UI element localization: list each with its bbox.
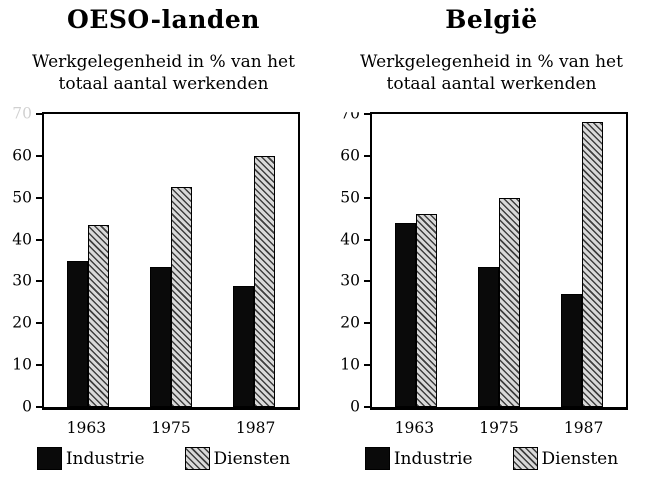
x-axis-label-1987: 1987 [563, 419, 604, 437]
y-axis-tick-label: 40 [340, 230, 360, 249]
y-axis-tick-label: 70 [12, 104, 32, 123]
y-axis-tick-mark [364, 280, 370, 283]
bar-industrie-1987 [233, 285, 255, 407]
y-axis-tick-label: 10 [12, 355, 32, 374]
y-axis-tick-label: 0 [22, 397, 32, 416]
chart-panel-oeso-landen: OESO-landen Werkgelegenheid in % van het… [0, 0, 327, 489]
bar-diensten-1963 [415, 214, 437, 407]
chart-subtitle: Werkgelegenheid in % van het totaal aant… [328, 51, 655, 95]
legend-label-diensten: Diensten [541, 448, 619, 469]
chart-subtitle-line-1: Werkgelegenheid in % van het [360, 52, 623, 72]
plot-area: 0 10 20 30 40 50 60 70 1963 1975 1987 Industrie Dien… [12, 106, 300, 470]
y-axis-tick-mark [36, 154, 42, 157]
legend-entry-diensten: Diensten [512, 447, 619, 470]
y-axis-tick-mark [364, 196, 370, 199]
y-axis-tick-mark [36, 406, 42, 408]
y-axis-tick-mark [364, 238, 370, 241]
chart-title: OESO-landen [67, 5, 260, 34]
y-axis-tick-label: 0 [350, 397, 360, 416]
legend-swatch-black [36, 447, 62, 470]
bar-group-1975 [478, 114, 520, 407]
y-axis-tick-mark [36, 280, 42, 283]
x-axis-label-1975: 1975 [151, 419, 191, 437]
y-axis-tick-label: 10 [340, 355, 360, 374]
bar-diensten-1975 [499, 197, 520, 407]
y-axis-tick-mark [36, 364, 42, 367]
bar-diensten-1987 [254, 155, 275, 407]
bar-diensten-1963 [87, 224, 109, 407]
bar-industrie-1975 [478, 266, 499, 407]
y-axis-tick-label: 30 [340, 271, 360, 290]
chart-subtitle-line-2: totaal aantal werkenden [58, 74, 269, 94]
legend-label-industrie: Industrie [393, 448, 473, 469]
x-axis: 1963 1975 1987 [42, 419, 300, 437]
y-axis-tick-mark [36, 113, 42, 115]
y-axis-tick-mark [36, 322, 42, 325]
bar-group-1963 [395, 114, 437, 407]
y-axis-tick-label: 40 [12, 230, 32, 249]
y-axis-tick-mark [364, 406, 370, 408]
y-axis-tick-mark [364, 113, 370, 115]
y-axis-tick-mark [36, 238, 42, 241]
legend-label-diensten: Diensten [213, 448, 291, 469]
chart-title: België [445, 5, 538, 34]
plot-frame [42, 112, 300, 410]
bar-group-1975 [150, 114, 192, 407]
y-axis-tick-mark [364, 322, 370, 325]
x-axis-label-1963: 1963 [66, 419, 107, 437]
x-axis: 1963 1975 1987 [370, 419, 628, 437]
legend-swatch-hatch [184, 447, 210, 470]
legend-swatch-black [364, 447, 390, 470]
bar-diensten-1975 [171, 187, 192, 407]
legend-label-industrie: Industrie [65, 448, 145, 469]
chart-subtitle-line-2: totaal aantal werkenden [386, 74, 597, 94]
x-axis-label-1963: 1963 [394, 419, 435, 437]
y-axis-tick-label: 50 [340, 188, 360, 207]
bar-diensten-1987 [582, 122, 603, 407]
y-axis-tick-label: 60 [340, 146, 360, 165]
bar-industrie-1975 [150, 266, 171, 407]
bar-industrie-1963 [395, 222, 416, 407]
legend-entry-industrie: Industrie [36, 447, 145, 470]
bar-group-1963 [67, 114, 109, 407]
legend: Industrie Diensten [328, 447, 655, 470]
y-axis-tick-mark [36, 196, 42, 199]
y-axis-tick-label: 20 [12, 313, 32, 332]
y-axis-tick-label: 50 [12, 188, 32, 207]
y-axis-tick-mark [364, 154, 370, 157]
chart-panel-belgie: België Werkgelegenheid in % van het tota… [328, 0, 655, 489]
bar-industrie-1963 [67, 260, 88, 407]
y-axis-tick-label: 30 [12, 271, 32, 290]
plot-area: 0 10 20 30 40 50 60 70 1963 1975 1987 Industrie Dien… [340, 112, 628, 470]
x-axis-label-1975: 1975 [479, 419, 519, 437]
bar-group-1987 [233, 114, 275, 407]
bar-group-1987 [561, 114, 603, 407]
legend-swatch-hatch [512, 447, 538, 470]
legend-entry-diensten: Diensten [184, 447, 291, 470]
legend: Industrie Diensten [0, 447, 327, 470]
y-axis-tick-label: 20 [340, 313, 360, 332]
y-axis-tick-label: 60 [12, 146, 32, 165]
y-axis-tick-mark [364, 364, 370, 367]
x-axis-label-1987: 1987 [235, 419, 276, 437]
bar-industrie-1987 [561, 294, 583, 407]
legend-entry-industrie: Industrie [364, 447, 473, 470]
chart-subtitle-line-1: Werkgelegenheid in % van het [32, 52, 295, 72]
plot-frame [370, 112, 628, 410]
y-axis-tick-label: 70 [340, 104, 360, 123]
chart-subtitle: Werkgelegenheid in % van het totaal aant… [0, 51, 327, 95]
